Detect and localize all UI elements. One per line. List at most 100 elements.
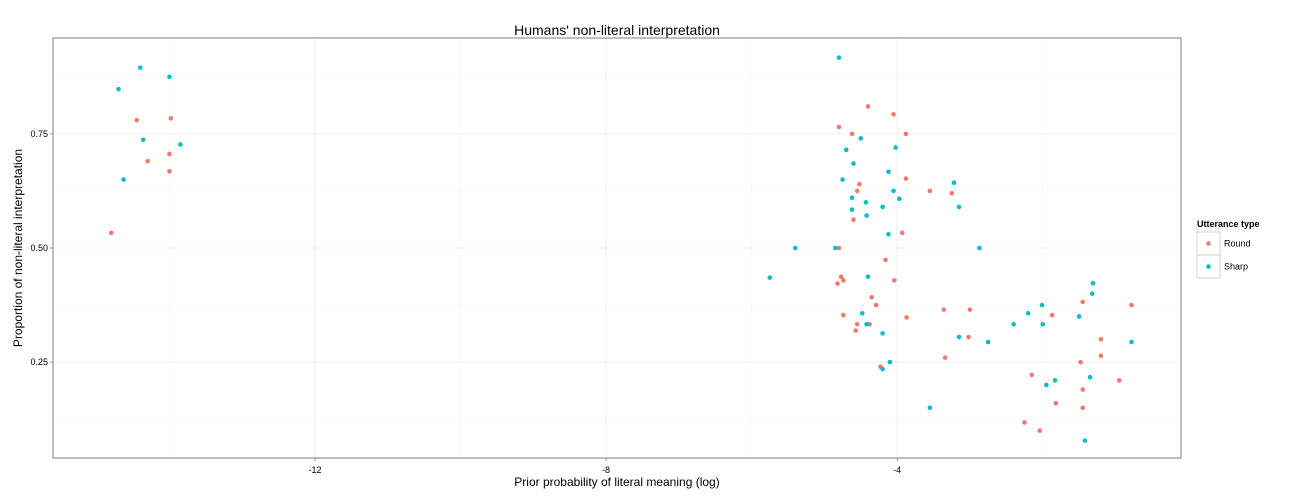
series-sharp [116, 55, 1134, 443]
data-point-round [1022, 420, 1027, 425]
data-point-round [949, 190, 955, 196]
data-point-sharp [1087, 374, 1093, 380]
data-point-sharp [1082, 438, 1088, 443]
data-point-sharp [1044, 382, 1049, 388]
data-point-round [854, 188, 860, 194]
data-point-sharp [858, 136, 864, 141]
data-point-round [1080, 299, 1086, 305]
x-axis: -12 -8 -4 [308, 458, 901, 475]
x-tick-label: -4 [893, 465, 901, 475]
y-axis: 0.25 0.50 0.75 [30, 129, 53, 367]
data-point-round [1098, 337, 1104, 342]
data-point-sharp [1052, 378, 1058, 383]
data-point-sharp [897, 196, 902, 201]
data-point-sharp [792, 245, 798, 251]
data-point-sharp [836, 55, 842, 60]
data-point-sharp [1129, 339, 1134, 345]
series-round [108, 104, 1134, 433]
data-point-sharp [985, 339, 991, 345]
data-point-round [942, 355, 948, 360]
legend-label: Round [1224, 239, 1251, 249]
data-point-round [167, 169, 172, 174]
data-point-round [865, 104, 871, 109]
data-point-round [891, 278, 897, 283]
data-point-round [145, 158, 150, 164]
data-point-round [1080, 387, 1086, 392]
data-point-round [903, 176, 909, 181]
data-point-sharp [1025, 310, 1031, 316]
data-point-round [168, 116, 174, 121]
data-point-sharp [927, 405, 933, 411]
data-point-sharp [859, 310, 865, 316]
data-point-round [1129, 302, 1134, 308]
data-point-round [903, 131, 909, 137]
legend-item-sharp: Sharp [1196, 254, 1248, 279]
data-point-sharp [886, 232, 891, 237]
chart-title: Humans' non-literal interpretation [514, 22, 720, 38]
data-point-sharp [864, 213, 869, 218]
data-point-sharp [863, 200, 869, 205]
y-tick-label: 0.75 [30, 129, 48, 139]
data-point-round [167, 151, 172, 157]
data-point-sharp [849, 195, 855, 201]
data-point-round [849, 131, 855, 137]
data-point-sharp [116, 86, 121, 92]
data-point-round [835, 281, 840, 286]
points-layer [108, 55, 1134, 443]
data-point-round [1037, 428, 1043, 433]
data-point-round [1049, 312, 1055, 318]
data-point-round [904, 315, 909, 320]
data-point-sharp [880, 366, 885, 372]
data-point-round [941, 307, 947, 312]
legend: Utterance type Round Sharp [1196, 219, 1260, 279]
data-point-round [899, 230, 905, 236]
data-point-sharp [1089, 291, 1095, 296]
data-point-sharp [956, 204, 962, 210]
grid-major [53, 38, 1181, 458]
y-tick-label: 0.25 [30, 357, 48, 367]
data-point-round [853, 328, 858, 333]
data-point-round [967, 307, 973, 312]
data-point-sharp [843, 147, 849, 153]
x-tick-label: -8 [602, 465, 610, 475]
data-point-round [1080, 405, 1086, 411]
data-point-round [1116, 378, 1122, 383]
grid-minor [53, 38, 1181, 458]
data-point-round [836, 124, 842, 130]
data-point-round [1078, 359, 1083, 365]
data-point-sharp [167, 74, 172, 80]
data-point-round [873, 302, 879, 308]
data-point-sharp [1039, 302, 1045, 308]
data-point-sharp [951, 180, 957, 186]
data-point-sharp [893, 145, 899, 150]
data-point-sharp [865, 274, 871, 280]
data-point-round [108, 230, 114, 236]
data-point-sharp [977, 245, 982, 251]
data-point-round [841, 278, 846, 283]
data-point-sharp [849, 207, 855, 212]
data-point-sharp [956, 334, 962, 340]
data-point-sharp [140, 137, 146, 143]
legend-title: Utterance type [1197, 219, 1260, 229]
data-point-round [869, 295, 875, 300]
data-point-sharp [833, 245, 838, 251]
data-point-sharp [880, 204, 885, 210]
y-axis-label: Proportion of non-literal interpretation [11, 149, 25, 347]
data-point-round [841, 312, 846, 318]
legend-label: Sharp [1224, 262, 1248, 272]
legend-marker [1206, 241, 1211, 246]
data-point-round [883, 257, 888, 263]
data-point-sharp [767, 275, 773, 280]
data-point-sharp [891, 188, 896, 194]
legend-marker [1206, 264, 1211, 269]
data-point-sharp [1011, 321, 1016, 327]
data-point-sharp [1040, 321, 1046, 327]
data-point-sharp [887, 359, 893, 365]
data-point-round [966, 334, 971, 340]
data-point-round [854, 321, 860, 327]
data-point-round [836, 245, 842, 251]
data-point-sharp [121, 177, 126, 182]
legend-item-round: Round [1196, 231, 1251, 256]
data-point-round [1098, 353, 1104, 359]
